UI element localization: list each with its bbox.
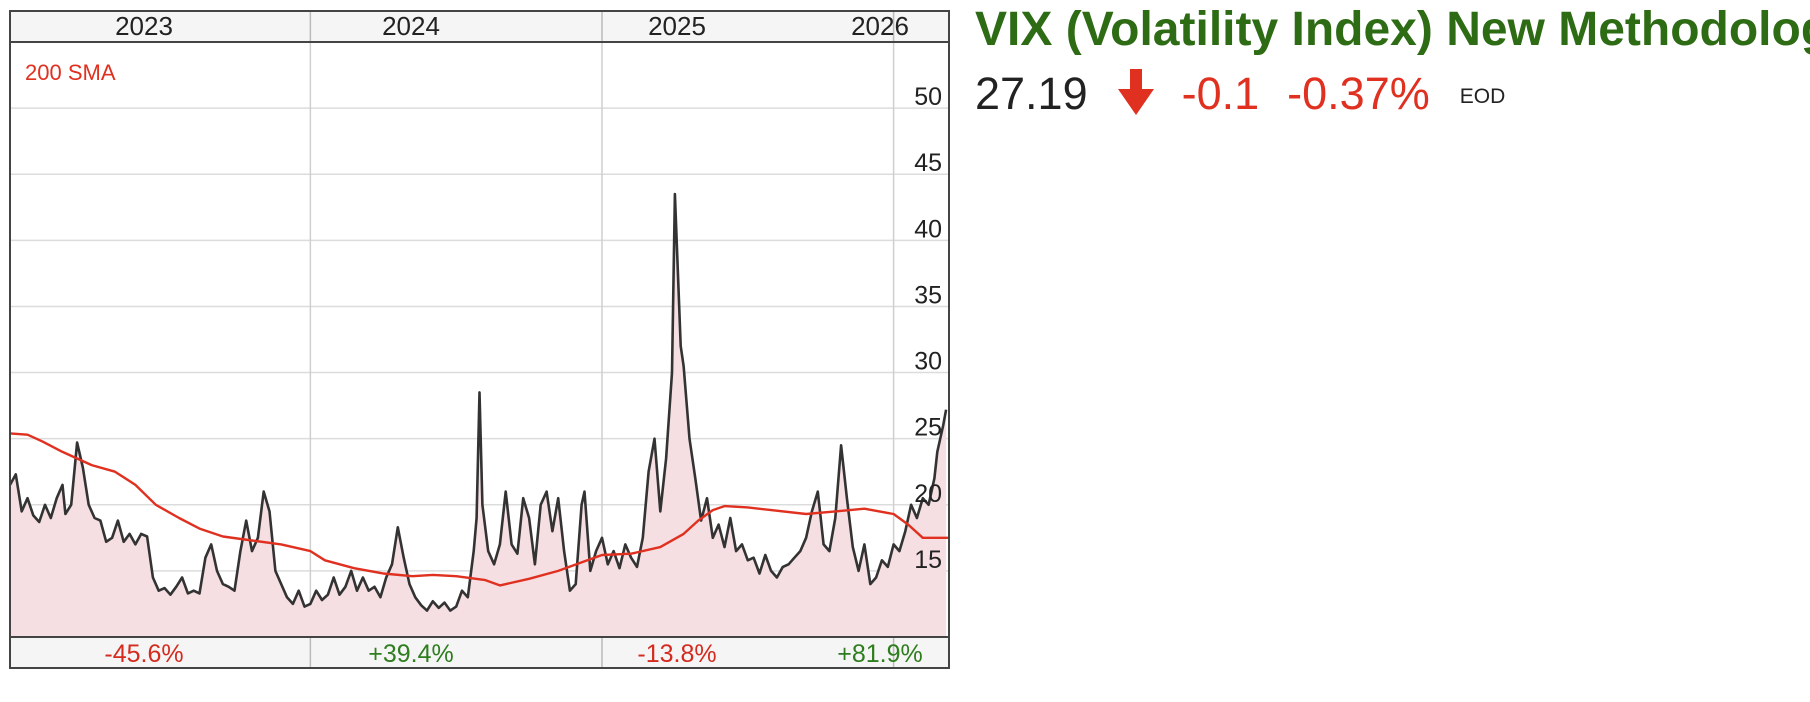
year-header-band: [10, 11, 949, 41]
grid: [10, 11, 949, 668]
last-price: 27.19: [975, 68, 1088, 119]
yearly-change-band: [10, 638, 949, 668]
chart-frame: [9, 10, 950, 669]
price-change-percent: -0.37%: [1287, 68, 1430, 119]
yearly-change-2023: -45.6%: [104, 640, 183, 668]
quote-panel: VIX (Volatility Index) New Methodology 2…: [975, 2, 1810, 124]
sma-200-line: [9, 432, 949, 587]
year-label-2023: 2023: [115, 11, 173, 41]
session-label: EOD: [1459, 85, 1506, 108]
y-tick-label: 50: [914, 83, 942, 111]
y-tick-label: 15: [914, 546, 942, 574]
plot-area: [8, 192, 949, 637]
vix-area-fill: [10, 194, 947, 637]
y-tick-label: 40: [914, 215, 942, 243]
y-axis-labels: 15 20 25 30 35 40 45 50: [914, 83, 942, 574]
yearly-change-2024: +39.4%: [368, 640, 454, 668]
year-label-2026: 2026: [851, 11, 909, 41]
price-row: 27.19 -0.1 -0.37% EOD: [975, 64, 1805, 124]
instrument-title: VIX (Volatility Index) New Methodology: [975, 3, 1810, 56]
yearly-change-2025: -13.8%: [637, 640, 716, 668]
year-label-2025: 2025: [648, 11, 706, 41]
yearly-change-2026: +81.9%: [837, 640, 923, 668]
sma-legend-label: 200 SMA: [25, 60, 116, 85]
vix-line: [8, 192, 948, 612]
price-change: -0.1: [1181, 68, 1260, 119]
y-tick-label: 20: [914, 480, 942, 508]
y-tick-label: 35: [914, 281, 942, 309]
arrow-down-icon: [1117, 68, 1154, 120]
y-tick-label: 25: [914, 414, 942, 442]
y-tick-label: 30: [914, 348, 942, 376]
y-tick-label: 45: [914, 149, 942, 177]
year-label-2024: 2024: [382, 11, 440, 41]
